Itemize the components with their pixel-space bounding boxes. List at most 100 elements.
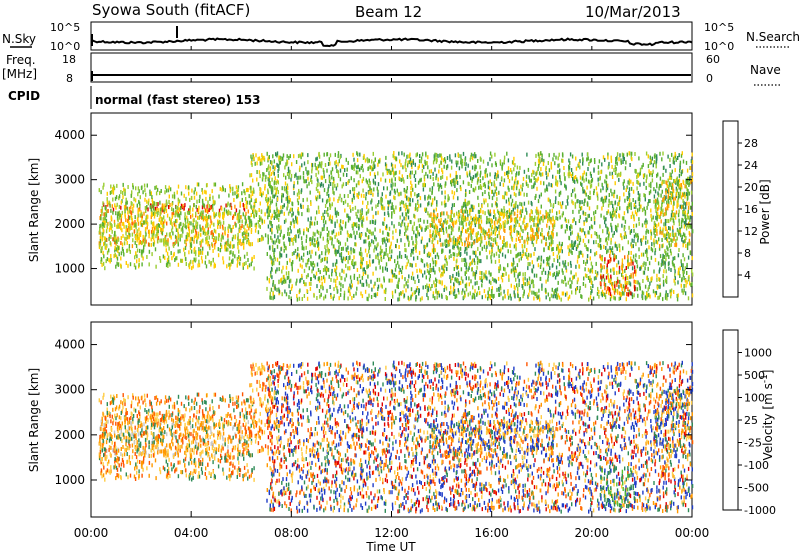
range-cell <box>395 228 397 233</box>
range-cell <box>481 283 483 288</box>
range-cell <box>363 267 365 272</box>
range-cell <box>501 176 503 181</box>
range-cell <box>368 249 370 254</box>
range-cell <box>611 228 613 233</box>
range-cell <box>106 223 108 228</box>
range-cell <box>458 290 460 295</box>
range-cell <box>160 238 163 243</box>
range-cell <box>574 204 577 209</box>
range-cell <box>308 266 310 271</box>
range-cell <box>522 206 524 211</box>
range-cell <box>444 159 447 164</box>
range-cell <box>426 283 428 288</box>
range-cell <box>224 247 226 252</box>
range-cell <box>151 252 153 257</box>
range-cell <box>439 183 442 188</box>
range-cell <box>499 182 501 187</box>
range-cell <box>335 186 338 191</box>
range-cell <box>450 212 452 217</box>
range-cell <box>639 171 641 176</box>
range-cell <box>398 221 400 226</box>
range-cell <box>260 210 263 214</box>
range-cell <box>623 157 625 161</box>
range-cell <box>608 161 610 166</box>
range-cell <box>674 273 676 278</box>
range-cell <box>139 240 141 244</box>
range-cell <box>579 227 581 232</box>
range-cell <box>570 270 572 275</box>
range-cell <box>287 203 289 208</box>
range-cell <box>489 179 491 184</box>
range-cell <box>152 242 155 247</box>
range-cell <box>199 227 202 232</box>
range-cell <box>271 199 273 204</box>
range-cell <box>139 213 141 218</box>
range-cell <box>417 180 420 185</box>
range-cell <box>507 214 510 219</box>
range-cell <box>113 254 115 259</box>
range-cell <box>533 273 536 278</box>
range-cell <box>130 193 132 198</box>
range-cell <box>140 210 142 215</box>
range-cell <box>135 251 137 256</box>
range-cell <box>678 229 680 234</box>
range-cell <box>452 287 455 292</box>
range-cell <box>642 279 644 283</box>
range-cell <box>497 174 499 179</box>
range-cell <box>496 197 498 202</box>
range-cell <box>424 159 426 164</box>
range-cell <box>352 187 354 192</box>
range-cell <box>161 206 163 211</box>
range-cell <box>344 199 347 204</box>
range-cell <box>648 183 650 188</box>
range-cell <box>298 228 301 233</box>
range-cell <box>658 269 660 274</box>
range-cell <box>556 232 558 237</box>
range-cell <box>424 245 427 250</box>
range-cell <box>112 207 115 212</box>
range-cell <box>232 191 234 196</box>
range-cell <box>100 223 102 228</box>
range-cell <box>517 230 520 235</box>
range-cell <box>354 163 356 168</box>
range-cell <box>520 184 522 189</box>
range-cell <box>503 155 506 160</box>
range-cell <box>388 170 391 175</box>
range-cell <box>188 250 190 255</box>
range-cell <box>541 153 543 158</box>
range-cell <box>501 252 504 257</box>
range-cell <box>245 200 248 205</box>
range-cell <box>630 206 632 210</box>
range-cell <box>465 206 467 211</box>
range-cell <box>186 210 189 215</box>
range-cell <box>565 265 567 270</box>
range-cell <box>306 289 308 293</box>
range-cell <box>136 254 138 259</box>
range-cell <box>323 174 325 179</box>
range-cell <box>638 196 641 201</box>
range-cell <box>122 191 124 195</box>
range-cell <box>410 191 412 195</box>
range-cell <box>498 259 500 264</box>
range-cell <box>169 262 171 267</box>
range-cell <box>331 202 333 207</box>
range-cell <box>280 205 282 210</box>
range-cell <box>214 240 217 244</box>
range-cell <box>427 155 429 160</box>
range-cell <box>272 154 274 159</box>
range-cell <box>556 169 559 174</box>
range-cell <box>590 277 592 282</box>
range-cell <box>653 230 655 235</box>
range-cell <box>642 235 645 240</box>
range-cell <box>432 265 435 270</box>
range-cell <box>528 236 530 241</box>
range-cell <box>183 193 185 198</box>
range-cell <box>375 211 377 216</box>
range-cell <box>453 191 456 196</box>
range-cell <box>593 168 595 173</box>
range-cell <box>427 264 429 269</box>
range-cell <box>680 224 683 229</box>
range-cell <box>202 227 205 232</box>
range-cell <box>350 250 352 255</box>
range-cell <box>155 191 158 196</box>
